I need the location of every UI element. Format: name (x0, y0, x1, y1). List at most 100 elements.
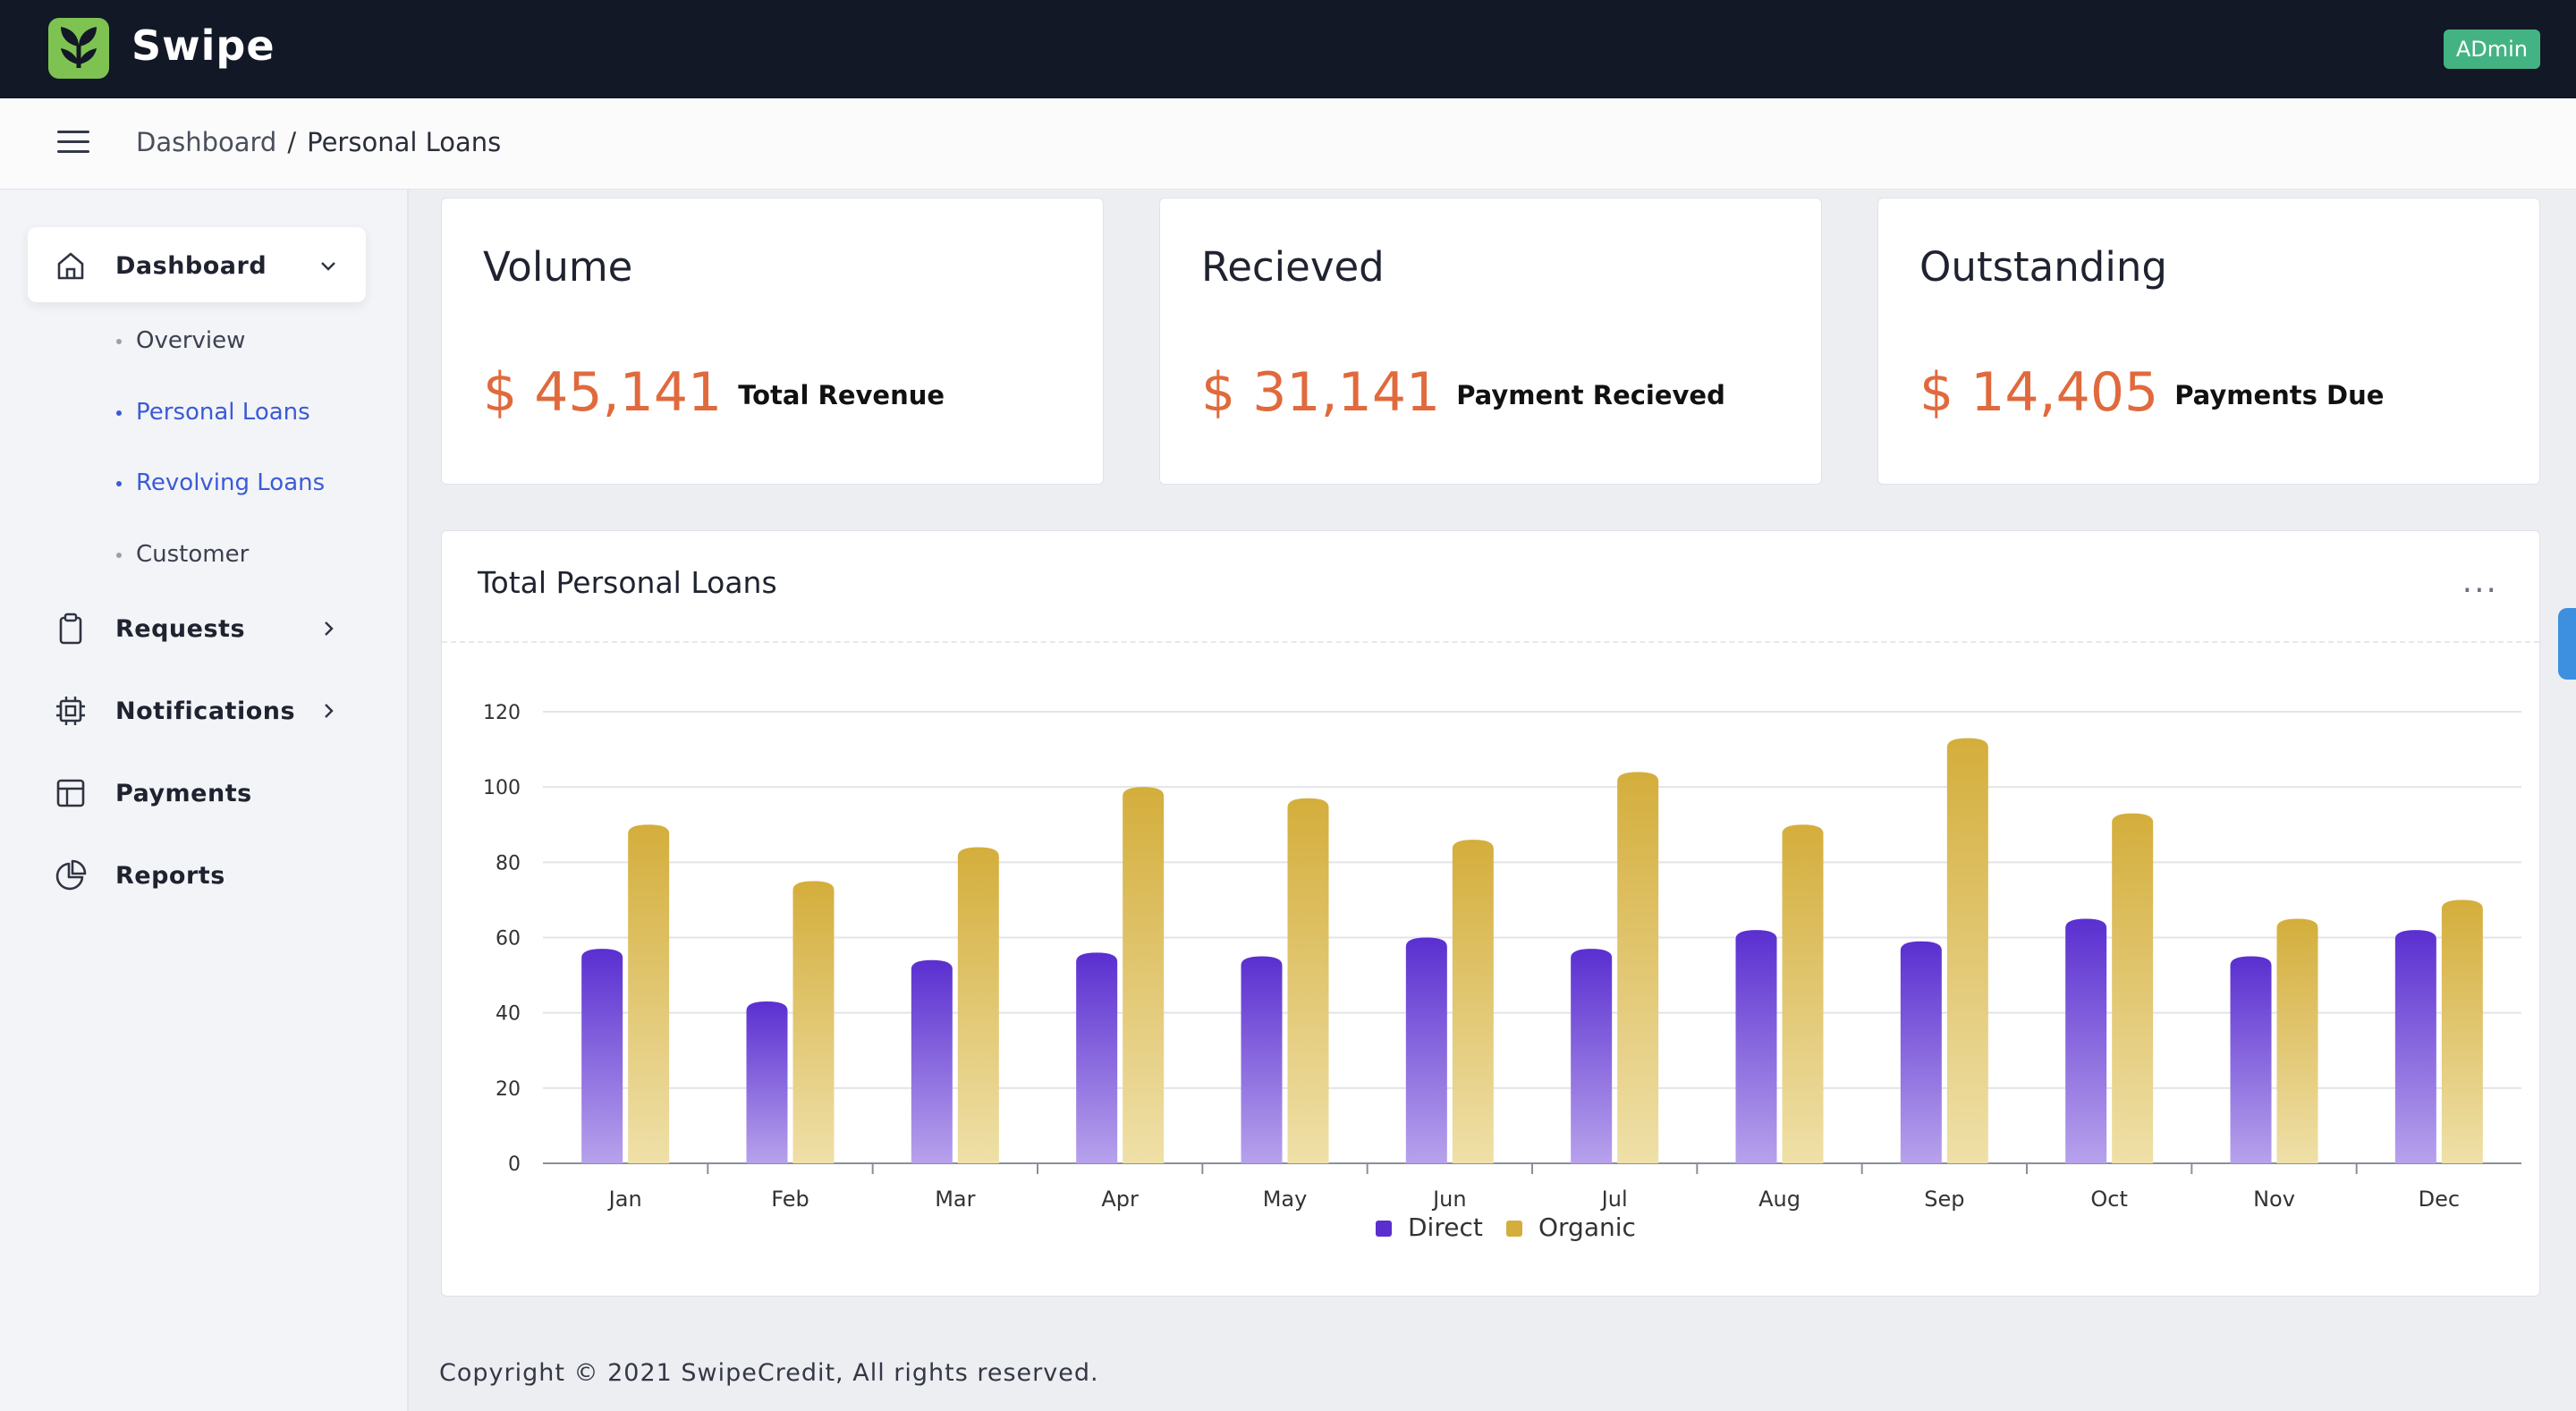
menu-toggle-icon[interactable] (57, 131, 89, 157)
breadcrumb-bar: Dashboard / Personal Loans (0, 98, 2576, 190)
bar-organic (1617, 772, 1659, 1163)
bar-organic (957, 847, 999, 1163)
x-tick-label: Jun (1431, 1187, 1467, 1212)
home-icon (57, 252, 84, 280)
x-tick-label: May (1263, 1187, 1308, 1212)
chart-divider (442, 641, 2539, 643)
chevron-right-icon[interactable] (318, 619, 338, 638)
sidebar-item-label: Notifications (115, 697, 296, 725)
y-tick-label: 60 (496, 928, 521, 951)
stat-caption: Total Revenue (738, 380, 945, 411)
stat-card-received: Recieved $ 31,141 Payment Recieved (1159, 198, 1822, 485)
y-tick-label: 40 (496, 1003, 521, 1026)
stat-caption: Payments Due (2174, 380, 2385, 411)
bar-chart: 0 20 40 60 80 100 120 Jan Feb Mar Apr May Jun Jul Aug S… (483, 702, 2521, 1242)
stat-card-outstanding: Outstanding $ 14,405 Payments Due (1877, 198, 2540, 485)
bar-organic (2441, 900, 2483, 1163)
stat-title: Outstanding (1919, 243, 2167, 291)
x-tick-label: Nov (2253, 1187, 2295, 1212)
x-tick-label: Jan (607, 1187, 642, 1212)
bar-direct (746, 1001, 788, 1163)
breadcrumb-current: Personal Loans (307, 127, 502, 157)
bar-organic (1287, 798, 1329, 1163)
x-tick-label: Mar (935, 1187, 975, 1212)
legend-label-direct: Direct (1408, 1212, 1483, 1242)
stat-caption: Payment Recieved (1456, 380, 1725, 411)
x-tick-label: Aug (1758, 1187, 1801, 1212)
sidebar-item-reports[interactable]: Reports (54, 853, 358, 898)
sidebar-item-payments[interactable]: Payments (54, 771, 358, 815)
y-tick-label: 20 (496, 1078, 521, 1101)
stat-value: $ 31,141 (1201, 361, 1441, 424)
x-tick-label: Feb (771, 1187, 809, 1212)
stat-value-row: $ 45,141 Total Revenue (483, 361, 945, 424)
stat-card-volume: Volume $ 45,141 Total Revenue (441, 198, 1104, 485)
bar-direct (581, 949, 623, 1163)
y-tick-label: 80 (496, 852, 521, 874)
sidebar-item-label: Requests (115, 615, 246, 643)
leaf-logo-icon[interactable] (48, 18, 109, 79)
sidebar-subitem-personal-loans[interactable]: Personal Loans (116, 399, 310, 426)
bar-direct (1076, 952, 1118, 1163)
breadcrumb: Dashboard / Personal Loans (136, 127, 501, 157)
stat-title: Volume (483, 243, 633, 291)
bar-direct (1241, 956, 1283, 1163)
sidebar-item-notifications[interactable]: Notifications (54, 689, 358, 733)
stat-value: $ 45,141 (483, 361, 723, 424)
sidebar-item-dashboard[interactable]: Dashboard (54, 243, 358, 288)
y-tick-label: 120 (483, 702, 521, 724)
pie-chart-icon (55, 859, 87, 891)
bar-organic (1452, 840, 1494, 1163)
bar-direct (1405, 937, 1447, 1163)
sidebar-item-requests[interactable]: Requests (54, 606, 358, 651)
x-tick-label: Oct (2090, 1187, 2128, 1212)
sidebar-item-label: Payments (115, 780, 252, 807)
bar-direct (1900, 941, 1942, 1163)
bar-direct (1735, 930, 1777, 1163)
user-badge[interactable]: ADmin (2443, 30, 2540, 69)
bar-organic (792, 881, 835, 1163)
bar-organic (1782, 824, 1824, 1163)
sidebar-item-label: Reports (115, 862, 225, 890)
clipboard-icon (59, 613, 82, 645)
layout-icon (56, 779, 85, 807)
bar-organic (2112, 813, 2154, 1163)
sidebar: Dashboard Overview Personal Loans Revolv… (0, 190, 409, 1411)
chevron-down-icon[interactable] (318, 256, 338, 275)
y-tick-label: 100 (483, 777, 521, 799)
bar-organic (628, 824, 670, 1163)
y-tick-label: 0 (508, 1153, 521, 1176)
sidebar-active-highlight (28, 227, 366, 302)
legend-swatch-organic (1506, 1221, 1522, 1237)
legend-swatch-direct (1376, 1221, 1392, 1237)
x-tick-label: Apr (1101, 1187, 1139, 1212)
sidebar-subitem-customer[interactable]: Customer (116, 541, 249, 568)
bar-organic (2276, 918, 2318, 1163)
x-tick-label: Dec (2419, 1187, 2460, 1212)
sidebar-item-label: Dashboard (115, 252, 267, 280)
bar-direct (911, 959, 953, 1163)
top-header: Swipe ADmin (0, 0, 2576, 98)
breadcrumb-separator: / (287, 127, 297, 157)
stat-value-row: $ 14,405 Payments Due (1919, 361, 2384, 424)
bar-direct (1571, 949, 1613, 1163)
sidebar-subitem-revolving-loans[interactable]: Revolving Loans (116, 469, 325, 496)
brand-name[interactable]: Swipe (131, 21, 275, 70)
chart-title: Total Personal Loans (478, 565, 777, 600)
chip-icon (56, 697, 85, 725)
bar-direct (2230, 956, 2272, 1163)
chart-card: Total Personal Loans ... 0 20 40 60 80 100 120… (441, 530, 2540, 1297)
sidebar-subitem-overview[interactable]: Overview (116, 327, 245, 354)
bar-direct (2065, 918, 2107, 1163)
footer-copyright: Copyright © 2021 SwipeCredit, All rights… (439, 1359, 1099, 1387)
breadcrumb-root[interactable]: Dashboard (136, 127, 277, 157)
stat-value-row: $ 31,141 Payment Recieved (1201, 361, 1725, 424)
stat-title: Recieved (1201, 243, 1385, 291)
bar-direct (2394, 930, 2436, 1163)
feedback-tab[interactable] (2558, 608, 2576, 680)
bar-organic (1946, 738, 1988, 1163)
stat-value: $ 14,405 (1919, 361, 2159, 424)
more-options-icon[interactable]: ... (2462, 563, 2498, 600)
x-tick-label: Sep (1924, 1187, 1964, 1212)
chevron-right-icon[interactable] (318, 701, 338, 721)
